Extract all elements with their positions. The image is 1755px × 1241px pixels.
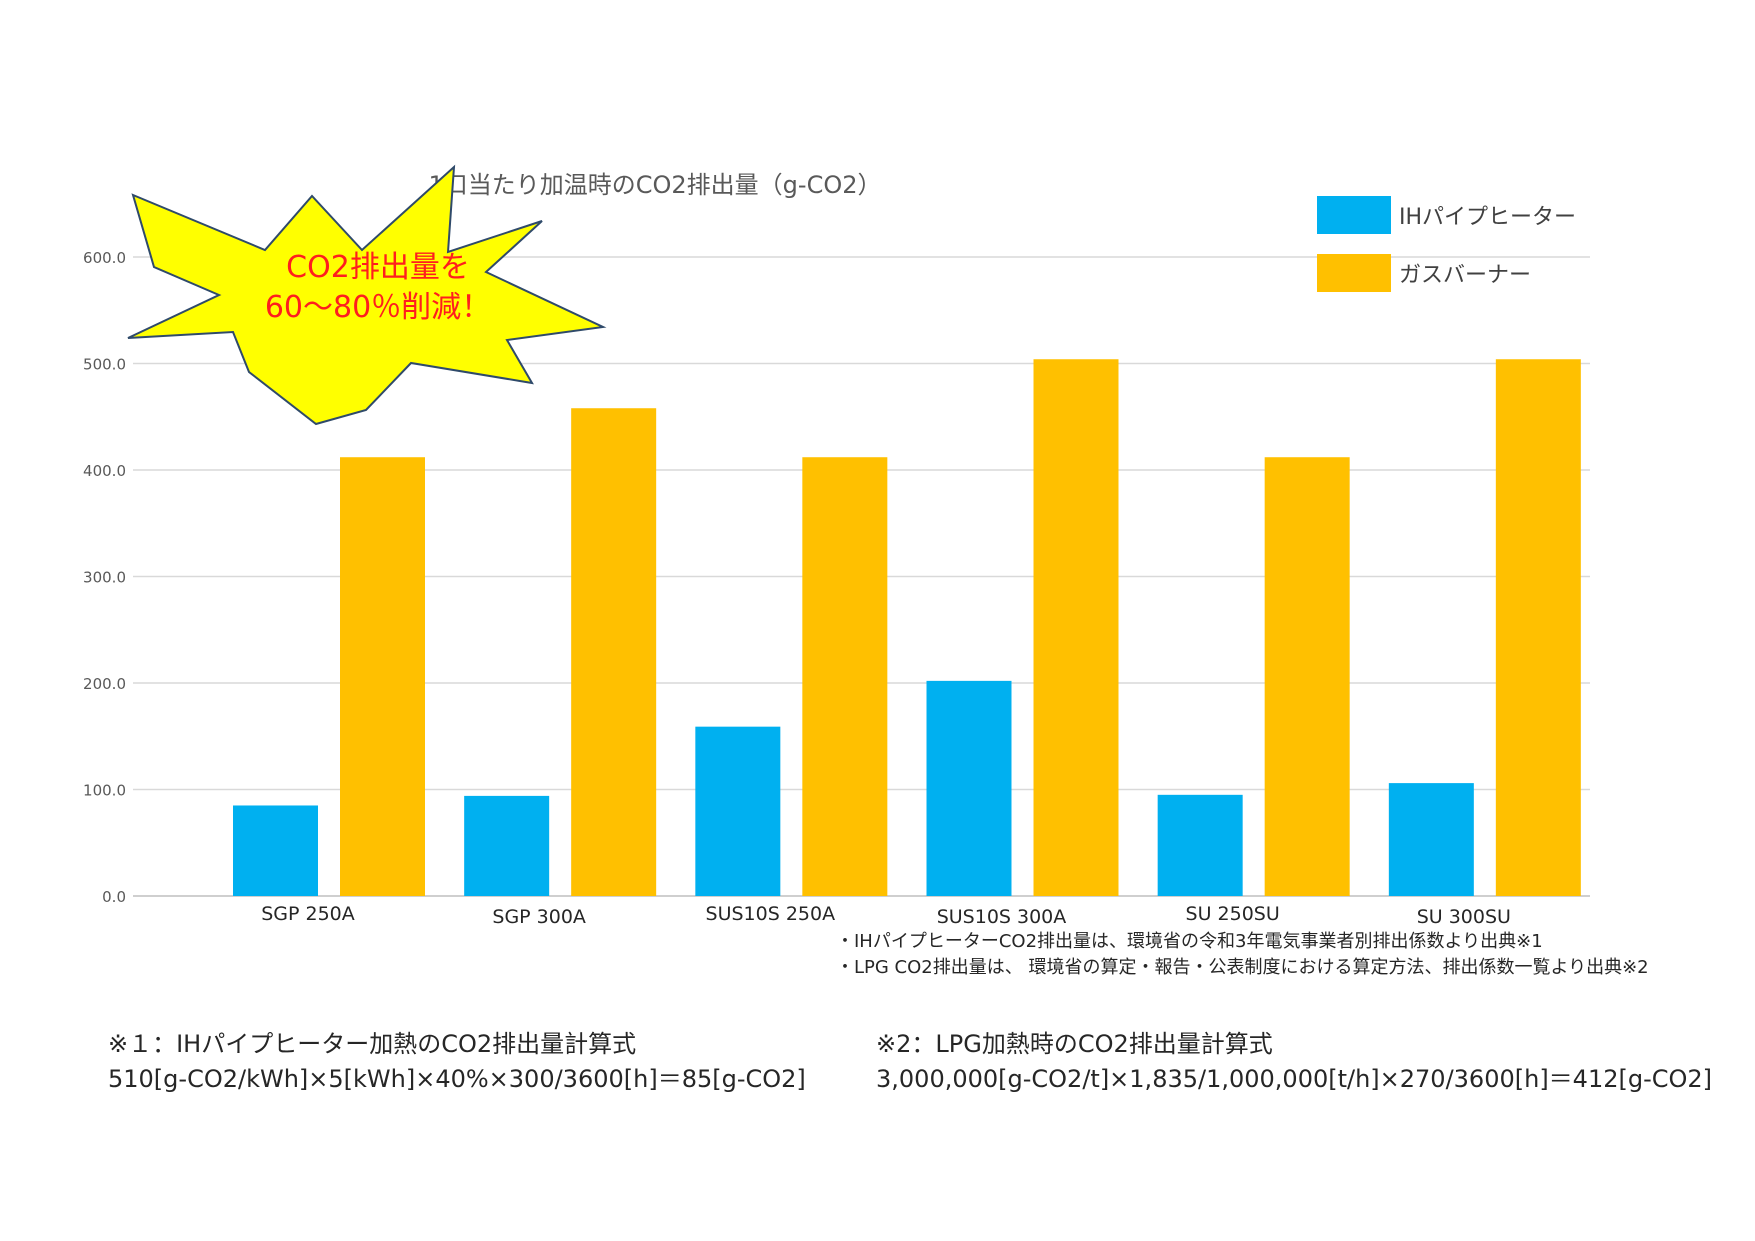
chart-title: 1口当たり加温時のCO2排出量（g-CO2）: [429, 171, 882, 199]
legend-label-ih: IHパイプヒーター: [1399, 205, 1577, 230]
legend: IHパイプヒーター ガスバーナー: [1317, 196, 1576, 312]
formula-ih-expr: 510[g-CO2/kWh]×5[kWh]×40%×300/3600[h]＝85…: [108, 1065, 806, 1093]
x-tick-label: SGP 250A: [261, 903, 355, 925]
bar-ih-5: [1388, 783, 1474, 896]
legend-label-gas: ガスバーナー: [1399, 263, 1532, 288]
x-tick-label: SUS10S 300A: [937, 906, 1067, 928]
legend-item-gas: ガスバーナー: [1317, 254, 1576, 292]
callout-line-2: 60～80％削減！: [264, 290, 492, 325]
callout-text: CO2排出量を 60～80％削減！: [228, 248, 528, 328]
formula-ih-title: ※１：IHパイプヒーター加熱のCO2排出量計算式: [108, 1030, 637, 1058]
formula-ih: ※１：IHパイプヒーター加熱のCO2排出量計算式 510[g-CO2/kWh]×…: [108, 1027, 806, 1097]
bar-ih-1: [464, 795, 550, 896]
bar-ih-4: [1157, 794, 1243, 896]
legend-item-ih: IHパイプヒーター: [1317, 196, 1576, 234]
legend-swatch-gas: [1317, 254, 1391, 292]
y-tick-label: 400.0: [83, 462, 126, 480]
bar-ih-0: [233, 805, 318, 896]
bar-gas-1: [571, 408, 657, 896]
bar-gas-3: [1033, 359, 1119, 896]
bar-gas-2: [802, 457, 888, 896]
legend-swatch-ih: [1317, 196, 1391, 234]
y-tick-label: 500.0: [83, 356, 126, 374]
formula-lpg-expr: 3,000,000[g-CO2/t]×1,835/1,000,000[t/h]×…: [876, 1065, 1713, 1093]
callout-starburst: [127, 164, 607, 426]
x-tick-label: SU 250SU: [1186, 903, 1280, 925]
source-note-2: ・LPG CO2排出量は、 環境省の算定・報告・公表制度における算定方法、排出係…: [836, 957, 1649, 978]
x-tick-label: SU 300SU: [1417, 906, 1511, 928]
bars: [233, 359, 1581, 896]
y-tick-label: 200.0: [83, 675, 126, 693]
y-tick-label: 0.0: [102, 888, 126, 906]
formula-lpg-title: ※2：LPG加熱時のCO2排出量計算式: [876, 1030, 1273, 1058]
source-note-1: ・IHパイプヒーターCO2排出量は、環境省の令和3年電気事業者別排出係数より出典…: [836, 931, 1543, 952]
bar-gas-0: [340, 457, 425, 896]
source-notes: ・IHパイプヒーターCO2排出量は、環境省の令和3年電気事業者別排出係数より出典…: [836, 929, 1649, 981]
bar-ih-3: [926, 680, 1012, 896]
callout-line-1: CO2排出量を: [286, 250, 470, 285]
x-tick-label: SUS10S 250A: [706, 903, 836, 925]
bar-gas-5: [1495, 359, 1581, 896]
y-tick-label: 300.0: [83, 569, 126, 587]
y-tick-label: 600.0: [83, 249, 126, 267]
x-tick-label: SGP 300A: [492, 906, 586, 928]
y-axis-ticks: 0.0 100.0 200.0 300.0 400.0 500.0 600.0: [83, 249, 126, 906]
y-tick-label: 100.0: [83, 782, 126, 800]
bar-gas-4: [1264, 457, 1350, 896]
formula-lpg: ※2：LPG加熱時のCO2排出量計算式 3,000,000[g-CO2/t]×1…: [876, 1027, 1712, 1097]
bar-ih-2: [695, 726, 781, 896]
x-axis-ticks: SGP 250A SGP 300A SUS10S 250A SUS10S 300A SU…: [261, 903, 1511, 928]
